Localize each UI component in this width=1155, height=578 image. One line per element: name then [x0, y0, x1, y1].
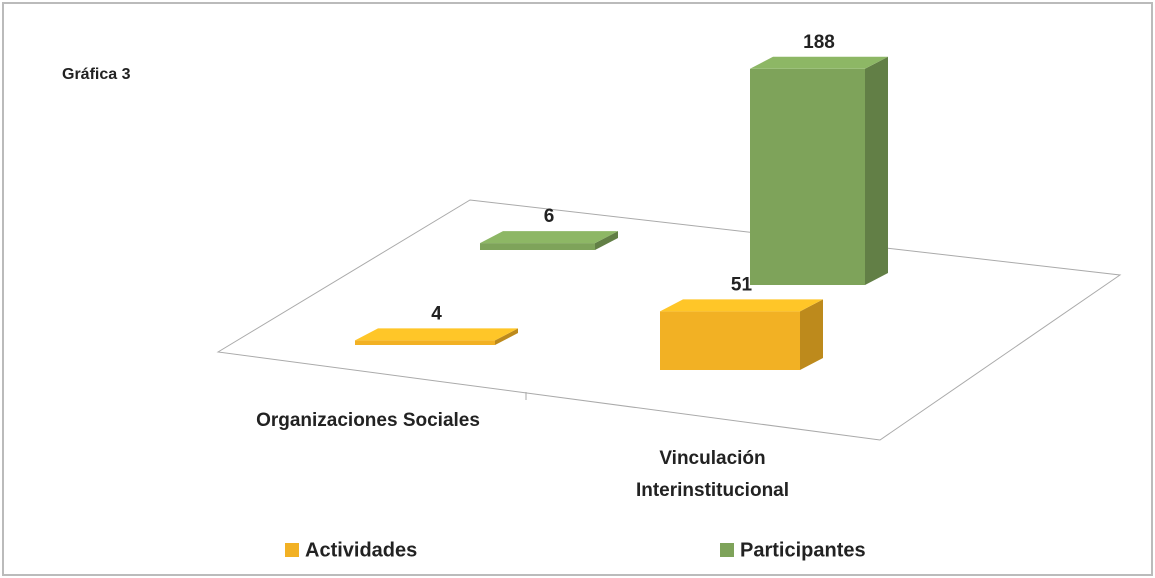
bar-top	[480, 231, 618, 244]
legend-swatch	[285, 543, 299, 557]
bar-side	[495, 328, 518, 345]
floor	[216, 199, 1122, 441]
bar-side	[865, 56, 888, 285]
bar-front	[480, 243, 595, 250]
legend-label: Actividades	[305, 539, 417, 561]
category-label: Vinculación Interinstitucional	[635, 448, 790, 501]
value-label: 51	[731, 274, 753, 295]
bar-top	[660, 299, 823, 312]
legend-label: Participantes	[740, 539, 866, 561]
value-label: 4	[431, 303, 442, 324]
value-label: 188	[803, 32, 835, 53]
category-label: Organizaciones Sociales	[256, 410, 480, 431]
bar	[660, 299, 823, 370]
value-label: 6	[544, 206, 555, 227]
bar-top	[355, 328, 518, 341]
bar-side	[595, 231, 618, 250]
bar-side	[800, 299, 823, 370]
legend-swatch	[720, 543, 734, 557]
bar	[355, 328, 518, 345]
bar-front	[750, 68, 865, 285]
bar-front	[660, 311, 800, 370]
bar	[750, 56, 888, 285]
bar-front	[355, 340, 495, 345]
bar	[480, 231, 618, 250]
chart-title: Gráfica 3	[62, 66, 131, 83]
bar-top	[750, 56, 888, 69]
